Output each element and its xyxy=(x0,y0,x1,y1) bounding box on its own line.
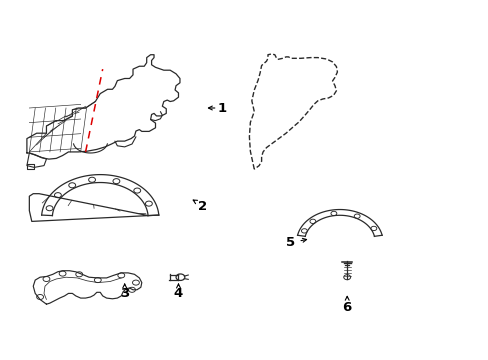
Text: 6: 6 xyxy=(342,301,351,314)
Text: 2: 2 xyxy=(198,201,207,213)
Text: 4: 4 xyxy=(174,287,183,300)
Text: 5: 5 xyxy=(286,237,295,249)
Text: 3: 3 xyxy=(120,287,129,300)
Text: 1: 1 xyxy=(218,102,226,114)
